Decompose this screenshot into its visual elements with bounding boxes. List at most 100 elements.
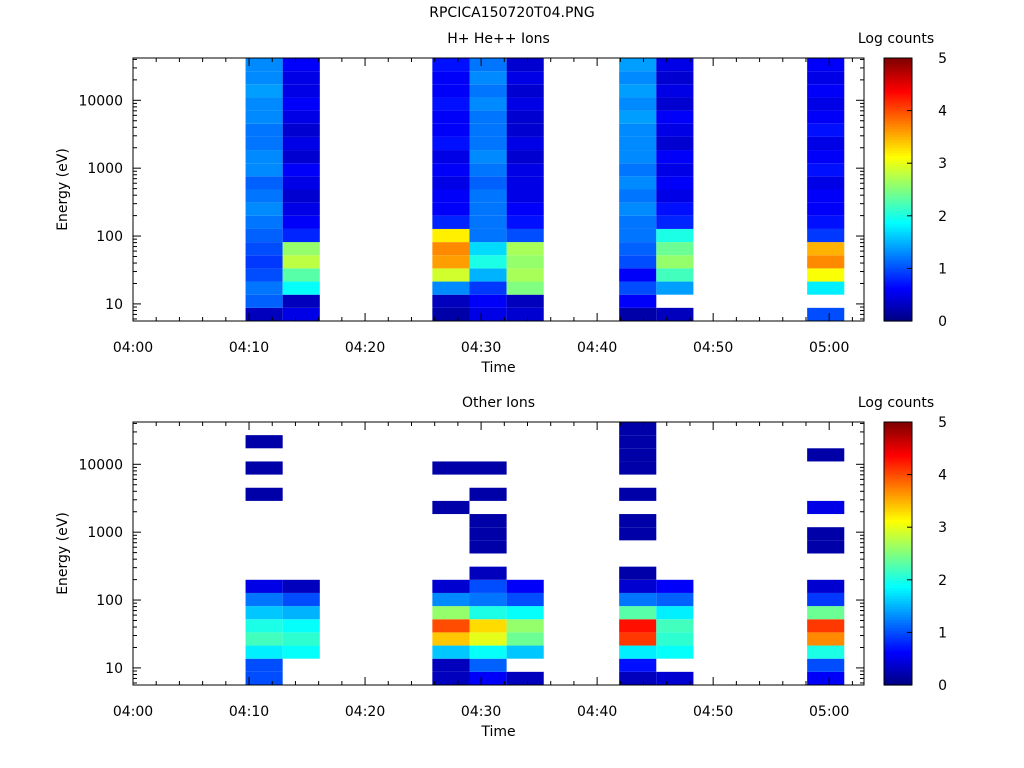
colorbar-swatch [884, 508, 912, 513]
energy-bin [432, 632, 470, 646]
colorbar-swatch [884, 286, 912, 291]
colorbar-swatch [884, 627, 912, 631]
colorbar-swatch [884, 189, 912, 193]
time-column [432, 58, 470, 321]
colorbar-swatch [884, 456, 912, 460]
energy-bin [619, 592, 657, 607]
energy-bin [656, 592, 694, 607]
energy-bin [432, 592, 470, 607]
energy-bin [506, 242, 544, 256]
colorbar-swatch [884, 234, 912, 238]
energy-bin [619, 579, 657, 593]
energy-bin [506, 150, 544, 164]
energy-bin [469, 97, 507, 111]
energy-bin [619, 58, 657, 72]
energy-bin [245, 58, 283, 72]
energy-bin [469, 163, 507, 177]
energy-bin [469, 136, 507, 151]
colorbar-swatch [884, 613, 912, 618]
energy-bin [807, 58, 845, 72]
energy-bin [245, 307, 283, 321]
energy-bin [506, 123, 544, 137]
energy-bin [469, 84, 507, 98]
colorbar-swatch [884, 165, 912, 170]
energy-bin [619, 422, 657, 436]
energy-bin [282, 255, 320, 269]
colorbar-swatch [884, 674, 912, 678]
energy-bin [807, 84, 845, 98]
energy-bin [245, 136, 283, 151]
energy-bin [469, 228, 507, 243]
energy-bin [506, 671, 544, 685]
energy-bin [619, 71, 657, 85]
energy-bin [282, 136, 320, 151]
colorbar-swatch [884, 600, 912, 605]
colorbar-swatch [884, 292, 912, 296]
colorbar-swatch [884, 445, 912, 449]
colorbar-swatch [884, 173, 912, 177]
time-column [506, 579, 544, 685]
colorbar-tick-label: 5 [938, 51, 947, 67]
energy-bin [432, 202, 470, 216]
colorbar-swatch [884, 663, 912, 668]
colorbar-swatch [884, 273, 912, 277]
energy-bin [807, 202, 845, 216]
colorbar-swatch [884, 506, 912, 510]
y-tick-label: 100 [96, 229, 123, 245]
energy-bin [656, 136, 694, 151]
colorbar-swatch [884, 619, 912, 623]
colorbar-swatch [884, 461, 912, 465]
energy-bin [656, 268, 694, 282]
energy-bin [282, 163, 320, 177]
colorbar-swatch [884, 315, 912, 319]
energy-bin [282, 123, 320, 137]
energy-bin [656, 228, 694, 243]
colorbar-swatch [884, 265, 912, 269]
colorbar-swatch [884, 239, 912, 243]
energy-bin [506, 228, 544, 243]
energy-bin [807, 307, 845, 321]
energy-bin [807, 619, 845, 633]
energy-bin [469, 123, 507, 137]
colorbar-swatch [884, 252, 912, 256]
energy-bin [432, 461, 470, 475]
energy-bin [432, 255, 470, 269]
colorbar-swatch [884, 611, 912, 615]
energy-bin [807, 632, 845, 646]
colorbar-swatch [884, 68, 912, 72]
energy-bin [245, 163, 283, 177]
energy-bin [245, 461, 283, 475]
page-title: RPCICA150720T04.PNG [429, 5, 595, 21]
colorbar-swatch [884, 624, 912, 628]
energy-bin [807, 606, 845, 620]
colorbar-swatch [884, 73, 912, 78]
colorbar-swatch [884, 63, 912, 67]
time-column [506, 58, 544, 321]
colorbar-swatch [884, 540, 912, 544]
energy-bin [656, 645, 694, 659]
energy-bin [619, 202, 657, 216]
energy-bin [619, 632, 657, 646]
energy-bin [506, 579, 544, 593]
energy-bin [469, 566, 507, 580]
colorbar-swatch [884, 658, 912, 662]
energy-bin [656, 606, 694, 620]
energy-bin [282, 281, 320, 295]
energy-bin [656, 202, 694, 216]
colorbar-swatch [884, 215, 912, 220]
colorbar-swatch [884, 102, 912, 106]
energy-bin [506, 202, 544, 216]
colorbar-swatch [884, 448, 912, 452]
energy-bin [656, 110, 694, 124]
colorbar-tick-label: 2 [938, 573, 947, 589]
energy-bin [469, 242, 507, 256]
colorbar-swatch [884, 249, 912, 254]
energy-bin [619, 84, 657, 98]
energy-bin [432, 268, 470, 282]
time-column [469, 58, 507, 321]
colorbar-swatch [884, 656, 912, 660]
colorbar-swatch [884, 422, 912, 426]
colorbar-swatch [884, 131, 912, 135]
energy-bin [807, 255, 845, 269]
energy-bin [469, 540, 507, 554]
